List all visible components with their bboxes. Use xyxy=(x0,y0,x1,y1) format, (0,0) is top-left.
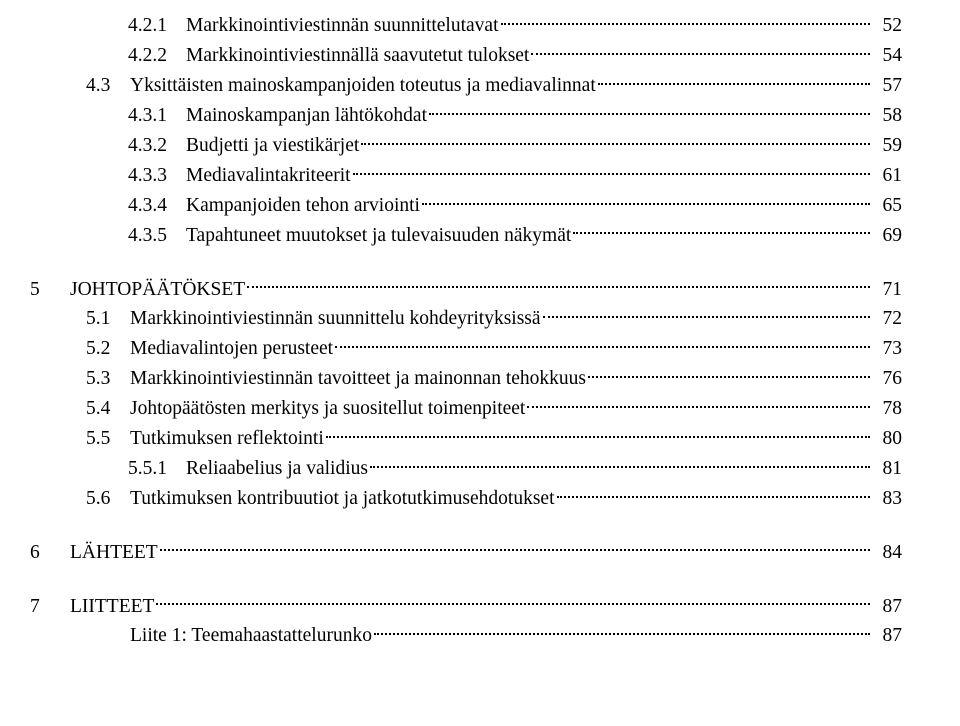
toc-page-number: 57 xyxy=(872,74,902,99)
toc-title: Mediavalintakriteerit xyxy=(186,164,351,189)
toc-title: Markkinointiviestinnällä saavutetut tulo… xyxy=(186,44,529,69)
toc-leader-dots xyxy=(422,189,870,210)
toc-leader-dots xyxy=(370,452,870,473)
toc-page-number: 52 xyxy=(872,14,902,39)
toc-number: 4.2.1 xyxy=(128,14,186,39)
toc-number: 5 xyxy=(30,278,70,303)
toc-row: 4.3.4Kampanjoiden tehon arviointi 65 xyxy=(30,189,902,218)
toc-leader-dots xyxy=(361,130,870,151)
toc-number: 6 xyxy=(30,541,70,566)
toc-number: 4.3.3 xyxy=(128,164,186,189)
toc-number: 5.5 xyxy=(86,427,130,452)
toc-page-number: 69 xyxy=(872,224,902,249)
toc-leader-dots xyxy=(429,100,870,121)
toc-spacer xyxy=(30,566,902,590)
toc-leader-dots xyxy=(374,620,870,641)
toc-page-number: 87 xyxy=(872,624,902,649)
toc-row: 5.4Johtopäätösten merkitys ja suositellu… xyxy=(30,393,902,422)
toc-page-number: 87 xyxy=(872,595,902,620)
toc-row: 4.3.1Mainoskampanjan lähtökohdat 58 xyxy=(30,100,902,129)
toc-leader-dots xyxy=(527,393,870,414)
toc-page-number: 61 xyxy=(872,164,902,189)
toc-page-number: 78 xyxy=(872,397,902,422)
toc-title: JOHTOPÄÄTÖKSET xyxy=(70,278,245,303)
toc-row: 5.1Markkinointiviestinnän suunnittelu ko… xyxy=(30,303,902,332)
toc-number: 4.3.1 xyxy=(128,104,186,129)
toc-row: 5.5Tutkimuksen reflektointi 80 xyxy=(30,423,902,452)
toc-leader-dots xyxy=(543,303,870,324)
toc-number: 5.5.1 xyxy=(128,457,186,482)
toc-row: Liite 1: Teemahaastattelurunko 87 xyxy=(30,620,902,649)
toc-title: Tutkimuksen reflektointi xyxy=(130,427,324,452)
toc-row: 4.3.3Mediavalintakriteerit 61 xyxy=(30,159,902,188)
toc-title: Tutkimuksen kontribuutiot ja jatkotutkim… xyxy=(130,487,555,512)
toc-row: 7LIITTEET 87 xyxy=(30,590,902,619)
toc-title: Liite 1: Teemahaastattelurunko xyxy=(130,624,372,649)
toc-leader-dots xyxy=(353,159,870,180)
toc-number: 7 xyxy=(30,595,70,620)
toc-page-number: 83 xyxy=(872,487,902,512)
toc-page-number: 80 xyxy=(872,427,902,452)
toc-number: 5.1 xyxy=(86,307,130,332)
toc-title: Tapahtuneet muutokset ja tulevaisuuden n… xyxy=(186,224,571,249)
toc-row: 4.3Yksittäisten mainoskampanjoiden toteu… xyxy=(30,70,902,99)
toc-row: 5JOHTOPÄÄTÖKSET 71 xyxy=(30,273,902,302)
toc-title: Reliaabelius ja validius xyxy=(186,457,368,482)
toc-row: 5.6Tutkimuksen kontribuutiot ja jatkotut… xyxy=(30,482,902,511)
toc-page-number: 76 xyxy=(872,367,902,392)
toc-row: 5.3Markkinointiviestinnän tavoitteet ja … xyxy=(30,363,902,392)
toc-number: 4.3.4 xyxy=(128,194,186,219)
toc-number: 4.2.2 xyxy=(128,44,186,69)
toc-title: Mediavalintojen perusteet xyxy=(130,337,333,362)
toc-title: LIITTEET xyxy=(70,595,154,620)
toc-leader-dots xyxy=(588,363,870,384)
toc-row: 4.2.2Markkinointiviestinnällä saavutetut… xyxy=(30,40,902,69)
toc-row: 6LÄHTEET 84 xyxy=(30,536,902,565)
toc-page-number: 73 xyxy=(872,337,902,362)
toc-row: 4.2.1Markkinointiviestinnän suunnittelut… xyxy=(30,10,902,39)
toc-spacer xyxy=(30,512,902,536)
toc-title: Markkinointiviestinnän suunnittelu kohde… xyxy=(130,307,541,332)
toc-leader-dots xyxy=(573,219,870,240)
toc-number: 5.4 xyxy=(86,397,130,422)
toc-title: Markkinointiviestinnän tavoitteet ja mai… xyxy=(130,367,586,392)
toc-title: Budjetti ja viestikärjet xyxy=(186,134,359,159)
toc-title: LÄHTEET xyxy=(70,541,158,566)
toc-page-number: 54 xyxy=(872,44,902,69)
toc-page-number: 65 xyxy=(872,194,902,219)
toc-leader-dots xyxy=(156,590,870,611)
toc-title: Mainoskampanjan lähtökohdat xyxy=(186,104,427,129)
table-of-contents: 4.2.1Markkinointiviestinnän suunnittelut… xyxy=(0,0,960,649)
toc-number: 5.6 xyxy=(86,487,130,512)
toc-number: 5.3 xyxy=(86,367,130,392)
toc-leader-dots xyxy=(557,482,871,503)
toc-title: Yksittäisten mainoskampanjoiden toteutus… xyxy=(130,74,596,99)
toc-number: 4.3.5 xyxy=(128,224,186,249)
toc-leader-dots xyxy=(598,70,870,91)
toc-leader-dots xyxy=(326,423,870,444)
toc-spacer xyxy=(30,249,902,273)
toc-number: 5.2 xyxy=(86,337,130,362)
toc-page-number: 59 xyxy=(872,134,902,159)
toc-page-number: 72 xyxy=(872,307,902,332)
toc-leader-dots xyxy=(531,40,870,61)
toc-row: 4.3.5Tapahtuneet muutokset ja tulevaisuu… xyxy=(30,219,902,248)
toc-page-number: 71 xyxy=(872,278,902,303)
toc-page-number: 81 xyxy=(872,457,902,482)
toc-title: Markkinointiviestinnän suunnittelutavat xyxy=(186,14,499,39)
toc-leader-dots xyxy=(160,536,870,557)
toc-row: 5.2Mediavalintojen perusteet 73 xyxy=(30,333,902,362)
toc-title: Johtopäätösten merkitys ja suositellut t… xyxy=(130,397,525,422)
toc-page-number: 58 xyxy=(872,104,902,129)
toc-title: Kampanjoiden tehon arviointi xyxy=(186,194,420,219)
toc-number: 4.3.2 xyxy=(128,134,186,159)
toc-leader-dots xyxy=(335,333,870,354)
toc-row: 4.3.2Budjetti ja viestikärjet 59 xyxy=(30,130,902,159)
toc-leader-dots xyxy=(501,10,871,31)
toc-leader-dots xyxy=(247,273,870,294)
toc-number: 4.3 xyxy=(86,74,130,99)
toc-page-number: 84 xyxy=(872,541,902,566)
toc-row: 5.5.1Reliaabelius ja validius 81 xyxy=(30,452,902,481)
